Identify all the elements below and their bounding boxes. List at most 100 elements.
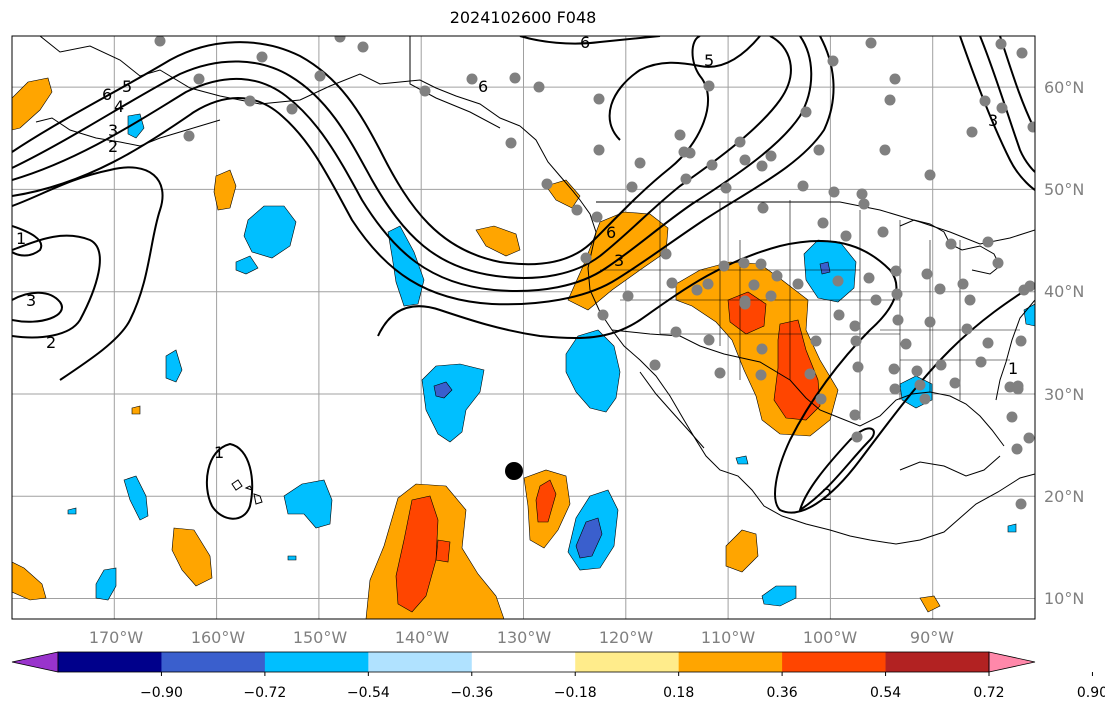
contour-line	[519, 36, 661, 45]
station-marker	[334, 36, 346, 43]
colorbar-extension-low	[11, 651, 59, 673]
contour-label: 2	[108, 137, 118, 156]
station-marker	[828, 186, 840, 198]
station-marker	[649, 359, 661, 371]
colorbar-swatch	[58, 652, 162, 672]
lat-tick-label: 50°N	[1044, 180, 1084, 199]
lat-tick-label: 40°N	[1044, 282, 1084, 301]
station-marker	[957, 278, 969, 290]
station-marker	[757, 202, 769, 214]
station-marker	[509, 72, 521, 84]
station-marker	[1015, 335, 1027, 347]
station-marker	[832, 275, 844, 287]
anomaly-area	[123, 475, 149, 521]
station-marker	[755, 369, 767, 381]
lon-tick-label: 150°W	[293, 628, 348, 647]
colorbar-tick-label: 0.36	[767, 685, 798, 701]
colorbar: −0.90 −0.72 −0.54 −0.36 −0.18 0.18 0.36 …	[11, 651, 1105, 701]
anomaly-area	[421, 363, 485, 443]
anomaly-area	[395, 495, 439, 613]
station-marker	[995, 38, 1007, 50]
colorbar-outline	[57, 651, 990, 673]
station-marker	[892, 314, 904, 326]
lon-tick-label: 120°W	[599, 628, 654, 647]
station-marker	[924, 316, 936, 328]
contour-line	[12, 166, 164, 381]
colorbar-tick-label: 0.90	[1077, 685, 1105, 701]
station-marker	[982, 236, 994, 248]
station-marker	[702, 278, 714, 290]
lon-tick-label: 170°W	[89, 628, 144, 647]
station-marker	[286, 103, 298, 115]
contour-label: 6	[102, 85, 112, 104]
lon-tick-label: 100°W	[803, 628, 858, 647]
colorbar-tick-label: 0.18	[663, 685, 694, 701]
station-marker	[765, 150, 777, 162]
station-marker	[739, 154, 751, 166]
station-marker	[718, 260, 730, 272]
colorbar-labels: −0.90 −0.72 −0.54 −0.36 −0.18 0.18 0.36 …	[140, 685, 1105, 701]
station-marker	[858, 198, 870, 210]
station-marker	[734, 136, 746, 148]
border-us-mexico	[611, 329, 791, 381]
station-marker	[900, 338, 912, 350]
coastline-gulf-of-mexico	[789, 379, 1005, 447]
station-marker	[738, 257, 750, 269]
border-alaska-canada	[409, 36, 501, 129]
station-marker	[996, 102, 1008, 114]
station-marker	[1016, 47, 1028, 59]
station-marker	[1006, 411, 1018, 423]
station-marker	[879, 144, 891, 156]
station-marker	[921, 268, 933, 280]
anomaly-area	[735, 455, 749, 465]
colorbar-swatches	[11, 651, 1036, 673]
anomaly-area	[12, 561, 47, 601]
contour-label: 1	[1008, 359, 1018, 378]
station-marker	[934, 283, 946, 295]
station-marker	[634, 157, 646, 169]
station-marker	[765, 290, 777, 302]
anomaly-area	[545, 179, 581, 209]
contour-line	[12, 36, 835, 306]
station-marker	[849, 320, 861, 332]
contour-label: 3	[614, 251, 624, 270]
colorbar-extension-high	[988, 651, 1036, 673]
station-marker	[419, 85, 431, 97]
station-marker	[674, 129, 686, 141]
anomaly-area	[95, 567, 117, 601]
contour-label: 6	[606, 223, 616, 242]
station-marker	[505, 137, 517, 149]
colorbar-swatch	[678, 652, 783, 672]
coastline-aleutians	[35, 117, 221, 147]
station-marker	[800, 106, 812, 118]
anomaly-area	[727, 291, 767, 335]
station-marker	[889, 383, 901, 395]
contour-line	[608, 36, 761, 141]
hawaii-islands	[231, 479, 263, 505]
station-marker	[813, 144, 825, 156]
colorbar-swatch	[575, 652, 680, 672]
coastline-yucatan	[899, 455, 1001, 477]
station-marker	[314, 70, 326, 82]
anomaly-area	[565, 329, 621, 413]
contour-line	[12, 234, 101, 339]
colorbar-swatch	[264, 652, 369, 672]
station-marker	[797, 180, 809, 192]
station-marker	[154, 36, 166, 47]
anomaly-shading	[12, 77, 1035, 619]
lon-tick-label: 160°W	[191, 628, 246, 647]
great-lakes	[899, 219, 1001, 275]
colorbar-ticks	[160, 672, 1093, 676]
coastline-california-baja	[599, 311, 1035, 545]
contour-label: 2	[822, 485, 832, 504]
station-marker	[771, 270, 783, 282]
anomaly-area	[819, 261, 831, 275]
station-marker	[850, 335, 862, 347]
station-marker	[792, 278, 804, 290]
contour-label: 5	[122, 77, 132, 96]
colorbar-swatch	[161, 652, 266, 672]
station-marker	[856, 188, 868, 200]
station-marker	[591, 211, 603, 223]
station-marker	[919, 393, 931, 405]
